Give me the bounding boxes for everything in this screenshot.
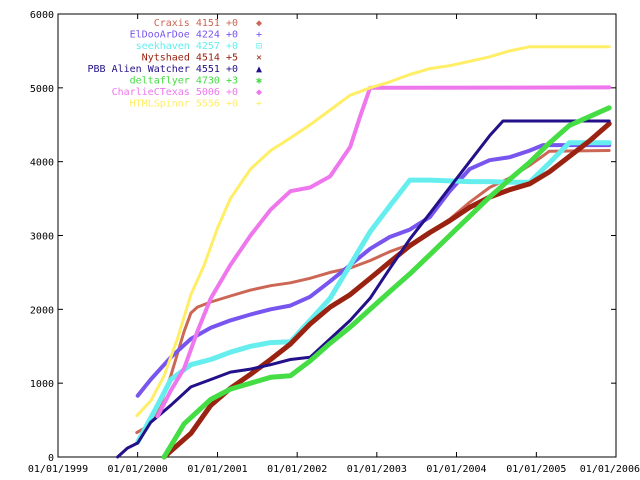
- legend-label-5: deltaflyer 4730 +3: [130, 76, 238, 87]
- y-axis: 0 1000 2000 3000 4000 5000 6000: [30, 10, 616, 464]
- series-line-5: [161, 105, 612, 460]
- series-line-6: [155, 85, 612, 419]
- y-tick-label: 4000: [30, 158, 54, 169]
- x-tick-label: 01/01/2001: [187, 464, 247, 475]
- series-layer: [116, 45, 612, 460]
- legend-label-3: Nytshaed 4514 +5: [142, 53, 238, 64]
- legend-label-1: ElDooArDoe 4224 +0: [130, 30, 238, 41]
- legend-marker-1: +: [256, 30, 262, 41]
- series-line-4: [116, 119, 611, 459]
- legend-marker-4: ▲: [256, 64, 262, 75]
- y-tick-label: 2000: [30, 305, 54, 316]
- legend: Craxis 4151 +0 ◆ ElDooArDoe 4224 +0 + seekha…: [87, 18, 262, 110]
- x-tick-label: 01/01/2005: [506, 464, 566, 475]
- legend-label-2: seekhaven 4257 +0: [136, 41, 238, 52]
- x-tick-label: 01/01/2003: [347, 464, 407, 475]
- legend-marker-3: ×: [256, 53, 262, 64]
- legend-marker-2: ⊡: [256, 41, 262, 52]
- series-line-2: [135, 140, 612, 445]
- y-tick-label: 1000: [30, 379, 54, 390]
- y-tick-label: 6000: [30, 10, 54, 21]
- legend-marker-5: ✱: [256, 76, 262, 87]
- x-tick-label: 01/01/2004: [426, 464, 486, 475]
- legend-marker-0: ◆: [256, 18, 262, 29]
- legend-marker-7: +: [256, 99, 262, 110]
- legend-label-6: CharlieCTexas 5006 +0: [112, 87, 238, 98]
- x-tick-label: 01/01/1999: [28, 464, 88, 475]
- y-tick-label: 3000: [30, 232, 54, 243]
- legend-label-0: Craxis 4151 +0: [154, 18, 238, 29]
- y-tick-label: 5000: [30, 84, 54, 95]
- x-tick-label: 01/01/2002: [267, 464, 327, 475]
- legend-marker-6: ◆: [256, 87, 262, 98]
- x-axis: 01/01/1999 01/01/2000 01/01/2001 01/01/2002…: [28, 14, 640, 475]
- legend-label-4: PBB Alien Watcher 4551 +0: [87, 64, 238, 75]
- series-line-7: [135, 45, 611, 418]
- x-tick-label: 01/01/2000: [108, 464, 168, 475]
- series-line-3: [161, 121, 612, 460]
- y-tick-label: 0: [48, 453, 54, 464]
- legend-label-7: HTMLSpinnr 5556 +0: [130, 99, 238, 110]
- x-tick-label: 01/01/2006: [580, 464, 640, 475]
